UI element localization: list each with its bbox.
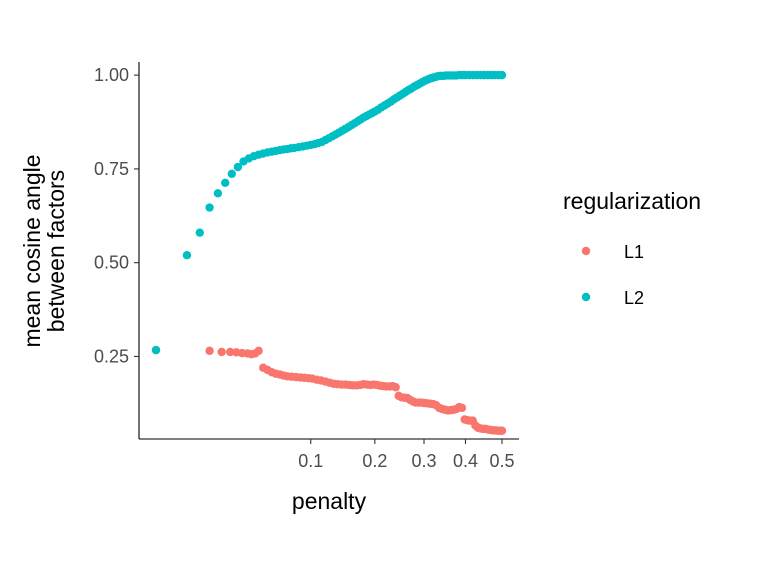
y-tick-label: 0.50 xyxy=(94,253,129,273)
x-tick-label: 0.5 xyxy=(489,451,514,471)
data-point-l2 xyxy=(227,169,236,178)
data-point-l2 xyxy=(213,189,223,198)
x-tick-label: 0.2 xyxy=(362,451,387,471)
legend-label-l1: L1 xyxy=(624,242,644,262)
data-point-l1 xyxy=(226,347,235,357)
data-point-l2 xyxy=(205,203,214,212)
y-tick-label: 1.00 xyxy=(94,65,129,85)
legend-title: regularization xyxy=(563,188,701,214)
legend-items: L1 L2 xyxy=(581,242,644,308)
legend: regularization L1 L2 xyxy=(563,188,701,308)
series-l1 xyxy=(151,345,507,435)
data-point-l1 xyxy=(457,403,467,413)
y-tick-label: 0.25 xyxy=(94,346,129,366)
data-point-l2 xyxy=(233,162,243,172)
y-axis-title-line-1: mean cosine angle xyxy=(19,154,45,347)
legend-key-l2 xyxy=(581,292,591,302)
data-point-l1 xyxy=(217,347,226,357)
y-axis-title-line-2: between factors xyxy=(43,170,69,332)
data-point-l2 xyxy=(182,250,192,260)
data-point-l2 xyxy=(497,70,507,80)
y-axis-ticks: 0.25 0.50 0.75 1.00 xyxy=(94,65,139,366)
data-point-l1 xyxy=(205,346,214,356)
data-point-l2 xyxy=(151,345,161,355)
data-point-l1 xyxy=(391,383,400,392)
x-tick-label: 0.4 xyxy=(453,451,478,471)
data-point-l1 xyxy=(254,346,263,356)
legend-label-l2: L2 xyxy=(624,288,644,308)
y-tick-label: 0.75 xyxy=(94,159,129,179)
x-tick-label: 0.1 xyxy=(298,451,323,471)
series-l2 xyxy=(151,70,507,355)
data-point-l2 xyxy=(221,178,230,187)
x-axis-ticks: 0.1 0.2 0.3 0.4 0.5 xyxy=(298,439,515,471)
data-point-l2 xyxy=(195,228,204,237)
data-point-l1 xyxy=(497,426,507,435)
y-axis-title: mean cosine angle between factors xyxy=(19,154,69,347)
legend-key-l1 xyxy=(581,246,591,256)
x-tick-label: 0.3 xyxy=(411,451,436,471)
x-axis-title: penalty xyxy=(292,488,367,514)
data-points xyxy=(151,70,507,435)
